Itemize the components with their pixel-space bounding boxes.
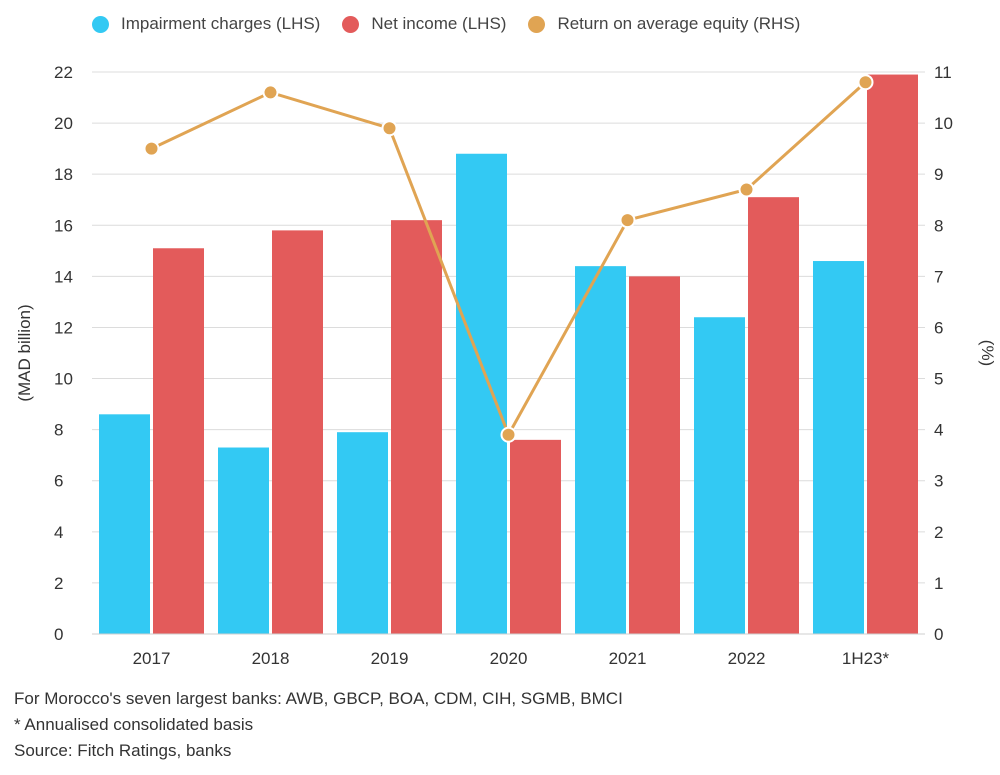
legend-label-roae: Return on average equity (RHS) [557,14,801,33]
y-left-tick-label: 0 [54,625,63,644]
y-left-tick-label: 8 [54,421,63,440]
point-roae-1H23 [857,74,874,91]
bar-net-income-2022 [748,197,799,634]
x-tick-label: 2018 [252,649,290,668]
y-right-tick-label: 11 [934,63,952,82]
y-right-tick-label: 3 [934,472,943,491]
note-annualised: * Annualised consolidated basis [14,715,254,734]
bar-impairment-1H23 [813,261,864,634]
x-tick-label: 2021 [609,649,647,668]
bar-net-income-2020 [510,439,561,634]
chart-legend: Impairment charges (LHS) Net income (LHS… [92,14,800,34]
chart-notes: For Morocco's seven largest banks: AWB, … [14,686,623,764]
y-left-tick-label: 14 [54,267,73,286]
x-tick-label: 1H23* [842,649,890,668]
y-right-tick-label: 2 [934,523,943,542]
legend-label-net-income: Net income (LHS) [371,14,507,33]
y-left-tick-label: 10 [54,370,73,389]
legend-swatch-net-income [342,15,360,33]
y-right-tick-label: 8 [934,216,943,235]
note-banks: For Morocco's seven largest banks: AWB, … [14,689,623,708]
bar-net-income-1H23 [867,74,918,634]
bar-impairment-2018 [218,447,269,634]
x-tick-label: 2019 [371,649,409,668]
y-left-axis-title: (MAD billion) [15,304,34,401]
y-left-tick-label: 22 [54,63,73,82]
legend-item-roae: Return on average equity (RHS) [528,14,800,34]
bar-impairment-2019 [337,432,388,634]
legend-swatch-roae [528,15,546,33]
y-right-tick-label: 9 [934,165,943,184]
y-right-tick-label: 0 [934,625,943,644]
legend-item-impairment: Impairment charges (LHS) [92,14,320,34]
y-right-tick-label: 5 [934,370,943,389]
y-right-axis-title: (%) [978,340,997,366]
y-left-tick-label: 18 [54,165,73,184]
bar-impairment-2021 [575,266,626,634]
legend-item-net-income: Net income (LHS) [342,14,506,34]
note-source: Source: Fitch Ratings, banks [14,741,232,760]
legend-label-impairment: Impairment charges (LHS) [121,14,321,33]
bar-net-income-2019 [391,220,442,634]
y-right-tick-label: 10 [934,114,953,133]
y-left-tick-label: 6 [54,472,63,491]
point-roae-2018 [262,84,279,101]
x-tick-label: 2022 [728,649,766,668]
bar-net-income-2017 [153,248,204,634]
bar-net-income-2021 [629,276,680,634]
y-right-tick-label: 6 [934,318,943,337]
y-left-tick-label: 16 [54,216,73,235]
point-roae-2021 [619,212,636,229]
point-roae-2020 [500,426,517,443]
y-left-tick-label: 12 [54,318,73,337]
legend-swatch-impairment [92,15,109,33]
bar-impairment-2020 [456,153,507,634]
bar-impairment-2022 [694,317,745,634]
x-tick-label: 2017 [133,649,171,668]
bar-net-income-2018 [272,230,323,634]
point-roae-2019 [381,120,398,137]
point-roae-2022 [738,181,755,198]
point-roae-2017 [143,140,160,157]
x-tick-label: 2020 [490,649,528,668]
y-right-tick-label: 1 [934,574,943,593]
y-left-tick-label: 4 [54,523,63,542]
y-right-tick-label: 4 [934,421,943,440]
bar-impairment-2017 [99,414,150,634]
y-left-tick-label: 2 [54,574,63,593]
y-right-tick-label: 7 [934,267,943,286]
y-left-tick-label: 20 [54,114,73,133]
